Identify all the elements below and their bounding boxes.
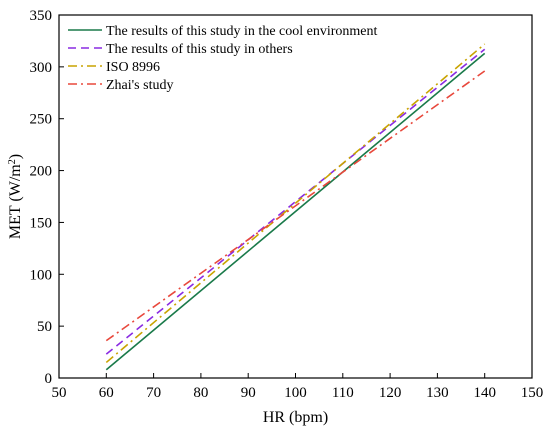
series-line-4 bbox=[105, 70, 486, 342]
x-tick-label: 50 bbox=[52, 385, 67, 401]
y-axis-title-tail: ) bbox=[7, 154, 24, 159]
y-tick-label: 250 bbox=[30, 112, 53, 128]
x-tick-label: 60 bbox=[99, 385, 114, 401]
series-line-3 bbox=[105, 43, 486, 364]
y-axis-title-main: MET (W/m bbox=[7, 164, 24, 239]
x-tick-label: 100 bbox=[284, 385, 307, 401]
x-tick-label: 80 bbox=[193, 385, 208, 401]
legend-label-4: Zhai's study bbox=[106, 78, 173, 93]
series-line-2 bbox=[105, 48, 486, 355]
legend-label-3: ISO 8996 bbox=[106, 60, 160, 75]
x-tick-label: 120 bbox=[379, 385, 402, 401]
x-tick-label: 90 bbox=[241, 385, 256, 401]
x-tick-label: 70 bbox=[146, 385, 161, 401]
y-axis-title-superscript: 2 bbox=[7, 159, 18, 164]
x-tick-label: 150 bbox=[521, 385, 544, 401]
legend: The results of this study in the cool en… bbox=[68, 24, 378, 93]
x-tick-label: 140 bbox=[473, 385, 496, 401]
y-axis-title: MET (W/m2) bbox=[7, 154, 25, 239]
legend-label-2: The results of this study in others bbox=[106, 42, 293, 57]
x-tick-label: 130 bbox=[426, 385, 449, 401]
legend-label-1: The results of this study in the cool en… bbox=[106, 24, 378, 39]
y-tick-label: 350 bbox=[30, 8, 53, 24]
y-tick-label: 0 bbox=[45, 371, 53, 387]
series-line-1 bbox=[105, 52, 486, 371]
y-tick-label: 200 bbox=[30, 164, 53, 180]
x-axis-title: HR (bpm) bbox=[263, 409, 328, 426]
x-tick-label: 110 bbox=[332, 385, 354, 401]
axes: 50 60 70 80 90 100 110 120 130 140 150050100150200… bbox=[30, 8, 544, 401]
y-tick-label: 100 bbox=[30, 267, 53, 283]
y-tick-label: 150 bbox=[30, 215, 53, 231]
y-tick-label: 50 bbox=[37, 319, 52, 335]
series-group bbox=[105, 43, 486, 371]
y-tick-label: 300 bbox=[30, 60, 53, 76]
